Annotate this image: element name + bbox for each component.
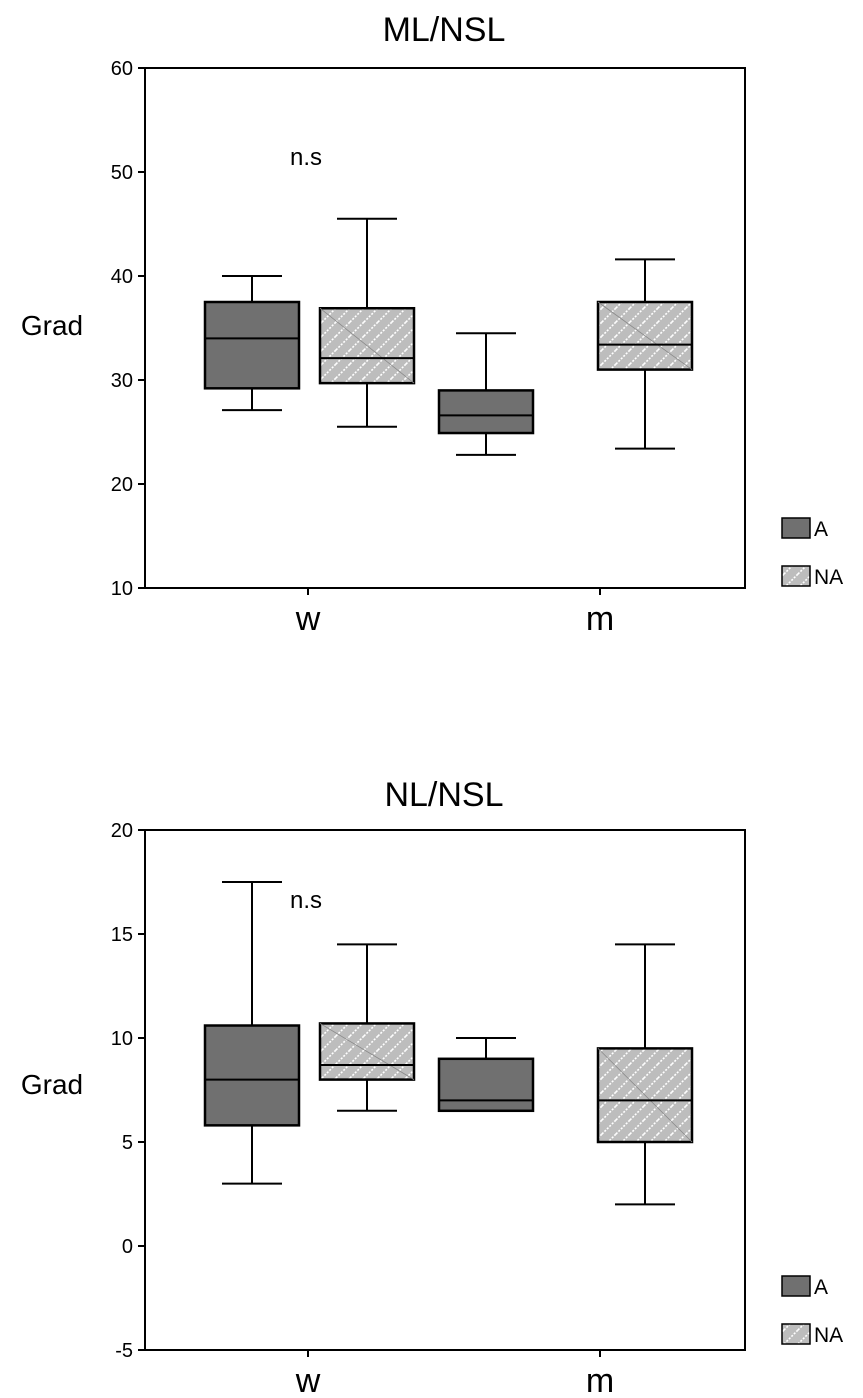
chart-2-plot-frame — [144, 829, 746, 1351]
chart-2-y-ticks: -5 0 5 10 15 20 — [111, 820, 601, 1362]
chart-2-legend-swatch-a — [781, 1275, 811, 1297]
hatch-diagonal — [319, 1023, 415, 1080]
chart-1-annotation: n.s — [290, 144, 322, 171]
iqr-box — [437, 1057, 535, 1113]
chart-2-title: NL/NSL — [384, 776, 503, 814]
y-tick-label: 0 — [122, 1236, 133, 1258]
chart-2-legend-swatch-na — [781, 1323, 811, 1345]
chart-1-legend: A NA — [781, 517, 843, 589]
chart-1-boxes — [203, 217, 694, 456]
box-a-w — [203, 881, 301, 1185]
y-tick-label: 10 — [111, 1028, 133, 1050]
y-tick-label: 15 — [111, 924, 133, 946]
iqr-box — [203, 1024, 301, 1127]
chart-1-legend-swatch-a — [781, 517, 811, 539]
chart-2-boxes — [203, 881, 694, 1206]
y-tick-label: 20 — [111, 474, 133, 496]
chart-2-legend-label-na: NA — [814, 1324, 843, 1347]
chart-1-ylabel: Grad — [21, 310, 83, 341]
chart-1-legend-label-na: NA — [814, 566, 843, 589]
chart-1: ML/NSL Grad n.s w m 10 20 30 40 50 60 A NA — [21, 11, 843, 638]
chart-2-category-m: m — [586, 1362, 614, 1398]
box-na-w — [318, 217, 416, 428]
y-tick-label: 60 — [111, 58, 133, 80]
chart-1-y-ticks: 10 20 30 40 50 60 — [111, 58, 601, 600]
y-tick-label: 50 — [111, 162, 133, 184]
y-tick-label: -5 — [115, 1340, 133, 1362]
chart-2-legend-label-a: A — [814, 1276, 828, 1299]
y-tick-label: 5 — [122, 1132, 133, 1154]
y-tick-label: 20 — [111, 820, 133, 842]
hatch-diagonal — [597, 301, 693, 370]
y-tick-label: 40 — [111, 266, 133, 288]
y-tick-label: 10 — [111, 578, 133, 600]
box-na-m — [596, 943, 694, 1206]
box-a-m — [437, 332, 535, 456]
hatch-diagonal — [597, 1048, 693, 1143]
chart-1-legend-label-a: A — [814, 518, 828, 541]
box-na-m — [596, 258, 694, 450]
chart-1-title: ML/NSL — [383, 11, 506, 49]
hatch-diagonal — [319, 307, 415, 384]
iqr-box — [437, 389, 535, 435]
chart-1-legend-swatch-na — [781, 565, 811, 587]
chart-2-legend: A NA — [781, 1275, 843, 1347]
chart-2-category-w: w — [295, 1362, 321, 1398]
box-a-w — [203, 275, 301, 412]
chart-1-category-m: m — [586, 600, 614, 638]
chart-1-category-w: w — [295, 600, 321, 638]
chart-2-ylabel: Grad — [21, 1069, 83, 1100]
chart-2-annotation: n.s — [290, 887, 322, 914]
box-na-w — [318, 943, 416, 1112]
y-tick-label: 30 — [111, 370, 133, 392]
iqr-box — [203, 300, 301, 390]
chart-2: NL/NSL Grad n.s w m -5 0 5 10 15 20 A NA — [21, 776, 843, 1398]
chart-1-plot-frame — [144, 67, 746, 589]
box-a-m — [437, 1037, 535, 1113]
